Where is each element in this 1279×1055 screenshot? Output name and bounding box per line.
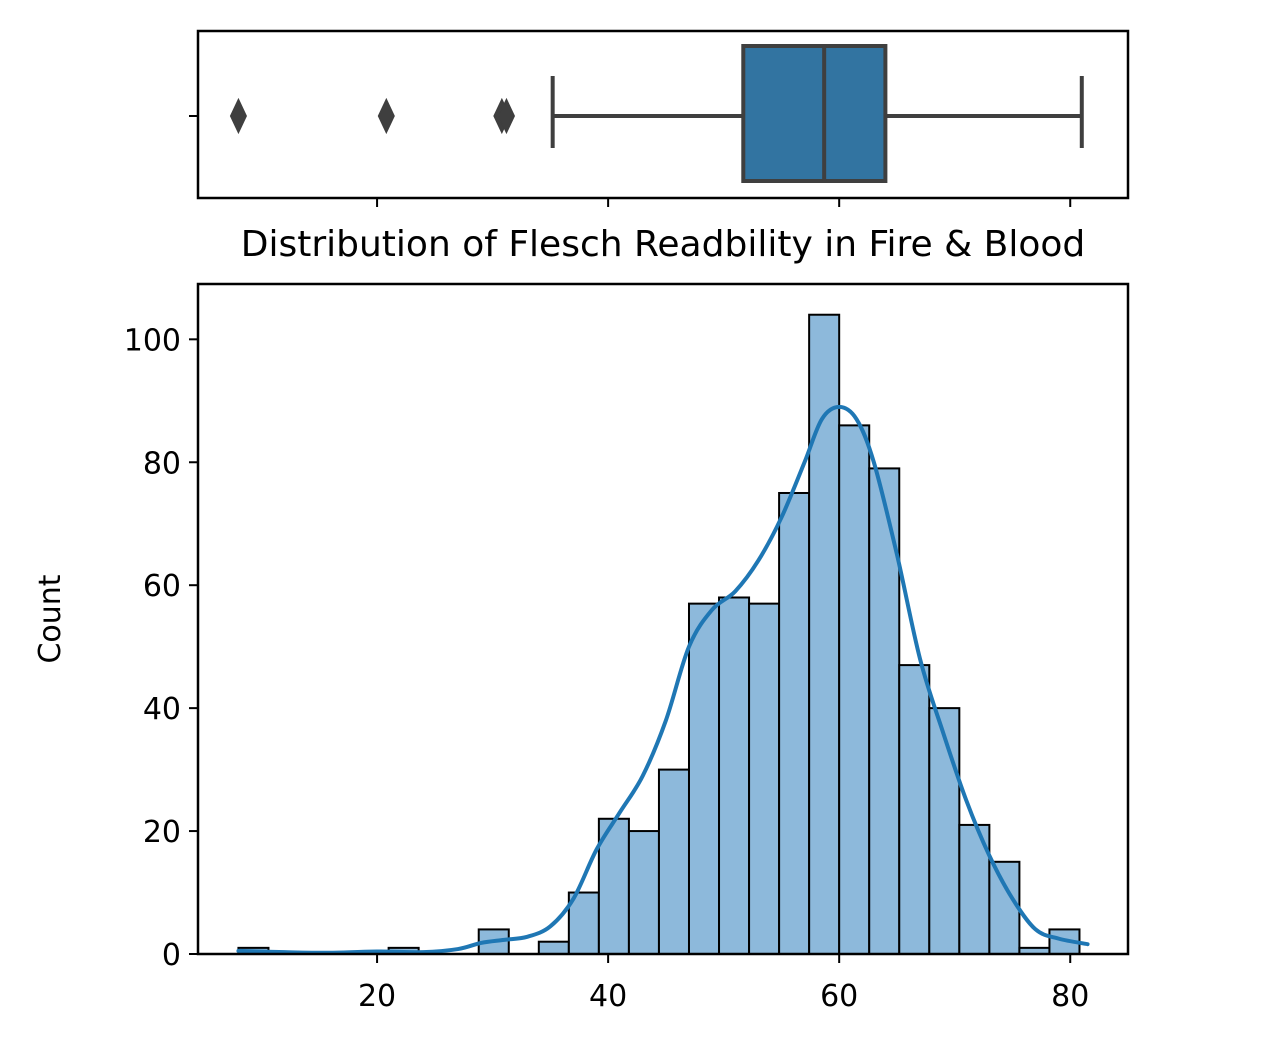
histogram-frame xyxy=(196,282,1130,956)
histogram-bars xyxy=(237,313,1081,956)
x-tick-label: 40 xyxy=(589,979,627,1014)
histogram-bar xyxy=(657,768,690,955)
iqr-box xyxy=(741,44,888,183)
histogram-bar xyxy=(537,940,570,955)
histogram-panel: 20 40 60 80 0 20 40 60 80 100 Count xyxy=(33,282,1130,1014)
x-axis-ticks: 20 40 60 80 xyxy=(358,954,1089,1014)
histogram-bar xyxy=(898,664,931,955)
boxplot-frame xyxy=(196,29,1130,200)
histogram-bar xyxy=(808,313,841,955)
histogram-bar xyxy=(778,491,811,955)
x-tick-label: 80 xyxy=(1051,979,1089,1014)
y-tick-label: 80 xyxy=(143,446,181,481)
boxplot-ticks xyxy=(189,115,1072,207)
histogram-bar xyxy=(597,817,630,955)
boxplot-panel xyxy=(189,29,1130,207)
histogram-bar xyxy=(687,602,721,956)
y-tick-label: 40 xyxy=(143,692,181,727)
outlier-marker xyxy=(377,97,395,135)
boxplot-content xyxy=(229,44,1084,183)
x-tick-label: 60 xyxy=(820,979,858,1014)
histogram-bar xyxy=(718,596,751,956)
outlier-marker xyxy=(229,97,247,135)
y-tick-label: 20 xyxy=(143,815,181,850)
kde-curve xyxy=(236,404,1090,955)
histogram-bar xyxy=(567,891,600,955)
histogram-bar xyxy=(838,424,871,955)
histogram-bar xyxy=(988,860,1021,955)
chart-title: Distribution of Flesch Readbility in Fir… xyxy=(241,224,1086,265)
y-axis-ticks: 0 20 40 60 80 100 xyxy=(124,323,198,973)
y-axis-label: Count xyxy=(33,574,68,663)
outlier-marker xyxy=(497,97,516,135)
y-tick-label: 100 xyxy=(124,323,181,358)
y-tick-label: 60 xyxy=(143,569,181,604)
histogram-bar xyxy=(627,830,660,955)
histogram-bar xyxy=(748,602,781,956)
y-tick-label: 0 xyxy=(162,938,181,973)
x-tick-label: 20 xyxy=(358,979,396,1014)
histogram-bar xyxy=(928,707,961,955)
